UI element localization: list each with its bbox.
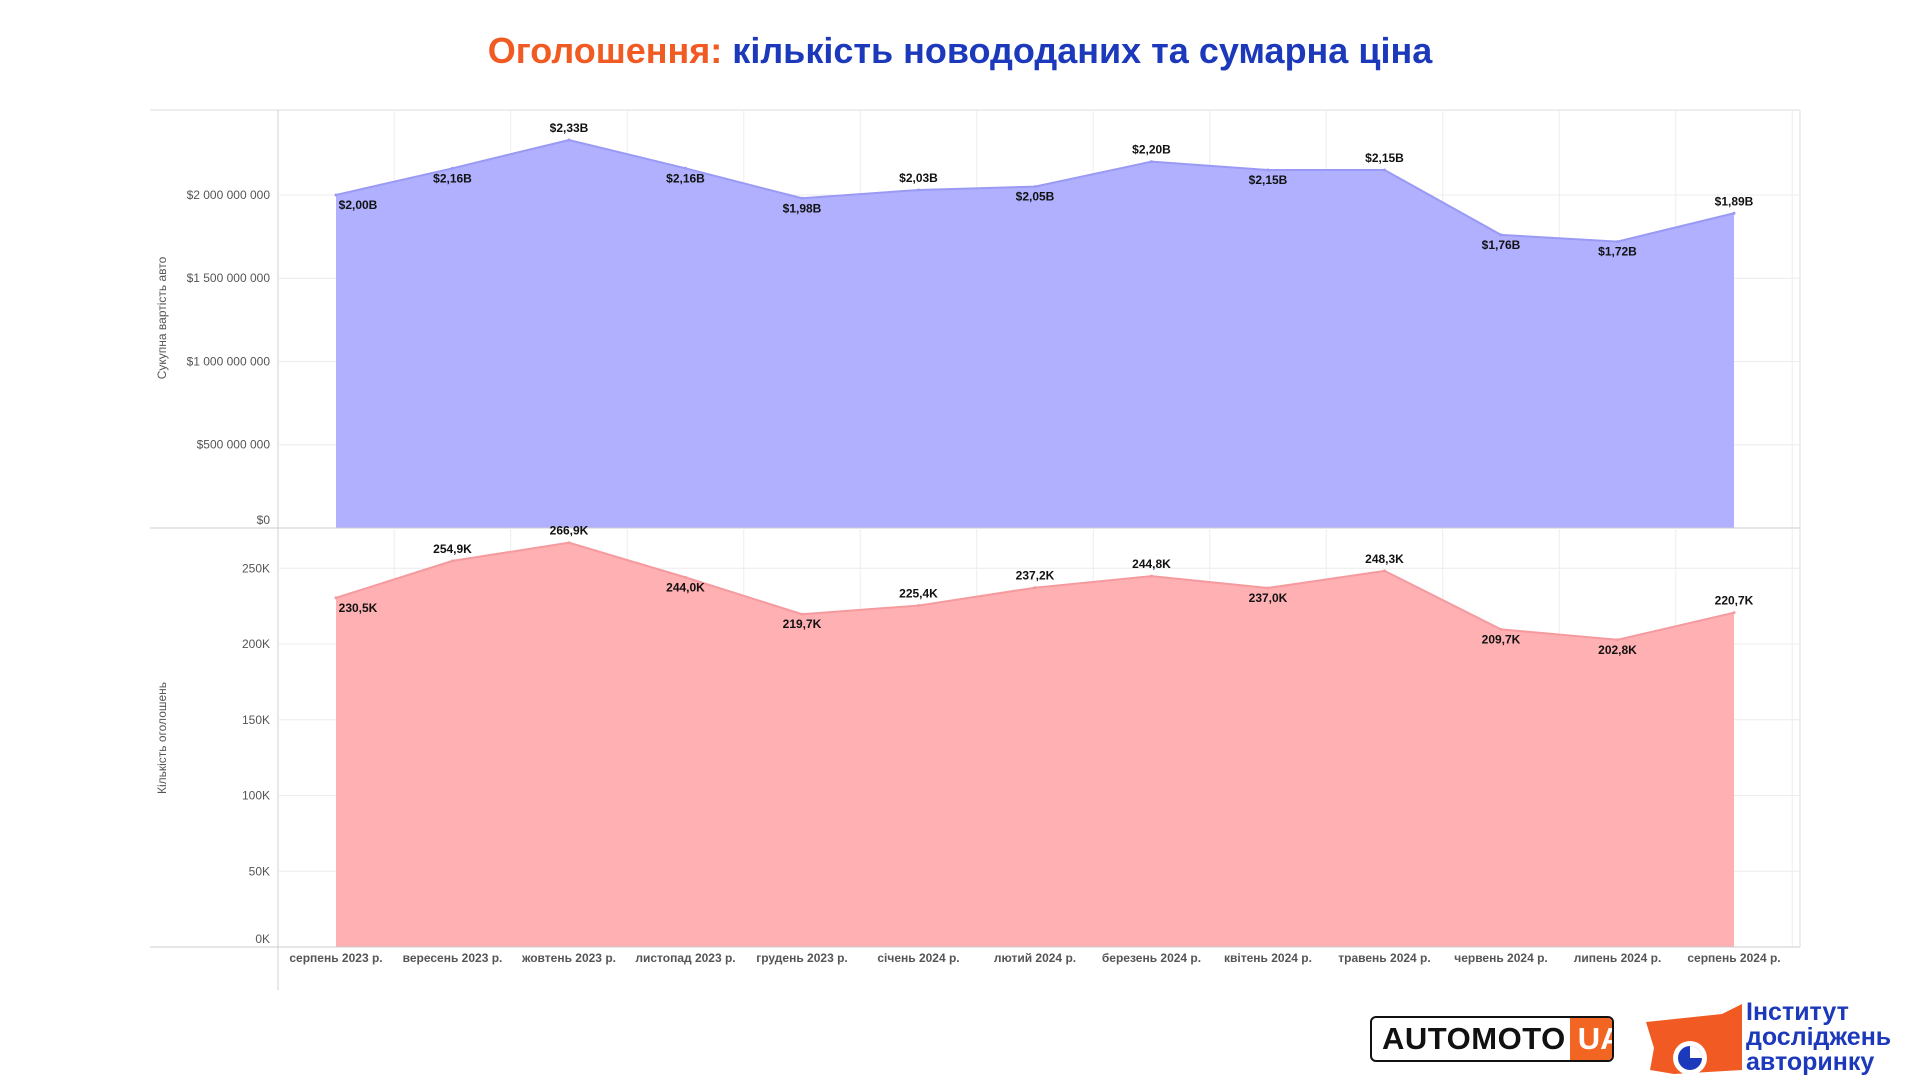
data-point [451,166,454,170]
x-tick-label: лютий 2024 р. [994,951,1076,965]
data-point [1616,638,1619,642]
x-tick-label: квітень 2024 р. [1224,951,1312,965]
y-tick-label: 200K [242,637,270,651]
data-point [451,559,454,563]
data-label: 248,3K [1365,552,1404,566]
chart-title: Оголошення: кількість новододаних та сум… [0,30,1920,72]
data-point [567,138,571,142]
data-point [800,196,804,200]
data-point [1266,168,1270,172]
y-tick-label: $1 000 000 000 [187,354,271,368]
data-point [567,541,571,545]
institute-logo-icon [1646,1004,1742,1075]
y-tick-label: 250K [242,561,270,575]
data-label: $2,33B [550,121,589,135]
data-label: $2,03B [899,171,938,185]
data-label: 266,9K [550,524,589,538]
x-tick-label: січень 2024 р. [877,951,959,965]
data-point [800,612,804,616]
data-point [1383,569,1386,573]
y-tick-label: 100K [242,789,270,803]
panel-1: $0 $500 000 000 $1 000 000 000 $1 500 000 0… [155,110,1800,529]
y-tick-label: $2 000 000 000 [187,188,271,202]
data-point [1266,586,1270,590]
data-label: 254,9K [433,542,472,556]
data-label: 202,8K [1598,643,1637,657]
data-point [1033,586,1037,590]
data-label: $2,00B [339,198,378,212]
institute-logo-line1: Інститут [1746,998,1849,1026]
data-point [1150,574,1153,578]
data-label: 230,5K [339,601,378,615]
data-label: $1,76B [1482,238,1521,252]
data-label: $1,89B [1715,194,1754,208]
data-label: $2,20B [1132,143,1171,157]
data-point [1732,611,1736,615]
institute-logo-text: Інститут досліджень авторинку [1746,1000,1891,1075]
data-label: 244,0K [666,580,705,594]
data-label: $2,15B [1365,151,1404,165]
x-tick-label: травень 2024 р. [1338,951,1430,965]
data-point [684,166,687,170]
data-label: 209,7K [1482,632,1521,646]
institute-logo-line3: авторинку [1746,1048,1875,1076]
data-point [1499,233,1503,237]
y-tick-label: $0 [257,513,271,527]
x-tick-label: серпень 2023 р. [289,951,382,965]
data-label: 237,0K [1249,591,1288,605]
y-axis-label: Кількість оголошень [155,682,169,794]
data-point [1033,185,1037,189]
data-label: 225,4K [899,587,938,601]
x-tick-label: серпень 2024 р. [1687,951,1780,965]
data-point [1732,211,1736,215]
x-tick-label: березень 2024 р. [1102,951,1201,965]
x-tick-label: липень 2024 р. [1574,951,1662,965]
data-label: 244,8K [1132,557,1171,571]
data-label: $2,15B [1249,173,1288,187]
data-point [917,604,920,608]
x-tick-label: листопад 2023 р. [635,951,735,965]
data-point [1499,627,1503,631]
data-label: $1,98B [783,201,822,215]
chart-title-main: кількість новододаних та сумарна ціна [732,30,1433,71]
institute-logo: Інститут досліджень авторинку [1644,1000,1914,1078]
chart-title-prefix: Оголошення: [487,30,723,71]
y-tick-label: $500 000 000 [197,438,271,452]
automoto-logo-suffix: UA [1569,1018,1612,1060]
y-tick-label: $1 500 000 000 [187,271,271,285]
x-tick-label: вересень 2023 р. [403,951,503,965]
y-axis-label: Сукупна вартість авто [155,256,169,379]
x-tick-label: грудень 2023 р. [756,951,848,965]
y-tick-label: 50K [249,864,270,878]
data-label: $2,16B [666,171,705,185]
data-label: 219,7K [783,617,822,631]
x-tick-label: жовтень 2023 р. [521,951,616,965]
data-point [1616,240,1619,244]
automoto-logo: AUTOMOTO UA [1370,1016,1614,1062]
data-point [334,193,338,197]
institute-logo-line2: досліджень [1746,1023,1892,1051]
x-tick-label: червень 2024 р. [1454,951,1548,965]
data-point [1383,168,1386,172]
y-tick-label: 0K [255,932,270,946]
data-point [1150,160,1153,164]
y-tick-label: 150K [242,713,270,727]
data-label: 220,7K [1715,594,1754,608]
data-point [684,575,687,579]
data-label: 237,2K [1016,569,1055,583]
data-point [917,188,920,192]
automoto-logo-text: AUTOMOTO [1382,1021,1566,1056]
series-area [336,139,1734,528]
data-label: $2,05B [1016,190,1055,204]
data-label: $2,16B [433,171,472,185]
panel-2: 0K 50K 100K 150K 200K 250K Кількість оголошень… [155,524,1800,948]
data-label: $1,72B [1598,245,1637,259]
data-point [334,596,338,600]
series-area [336,542,1734,947]
